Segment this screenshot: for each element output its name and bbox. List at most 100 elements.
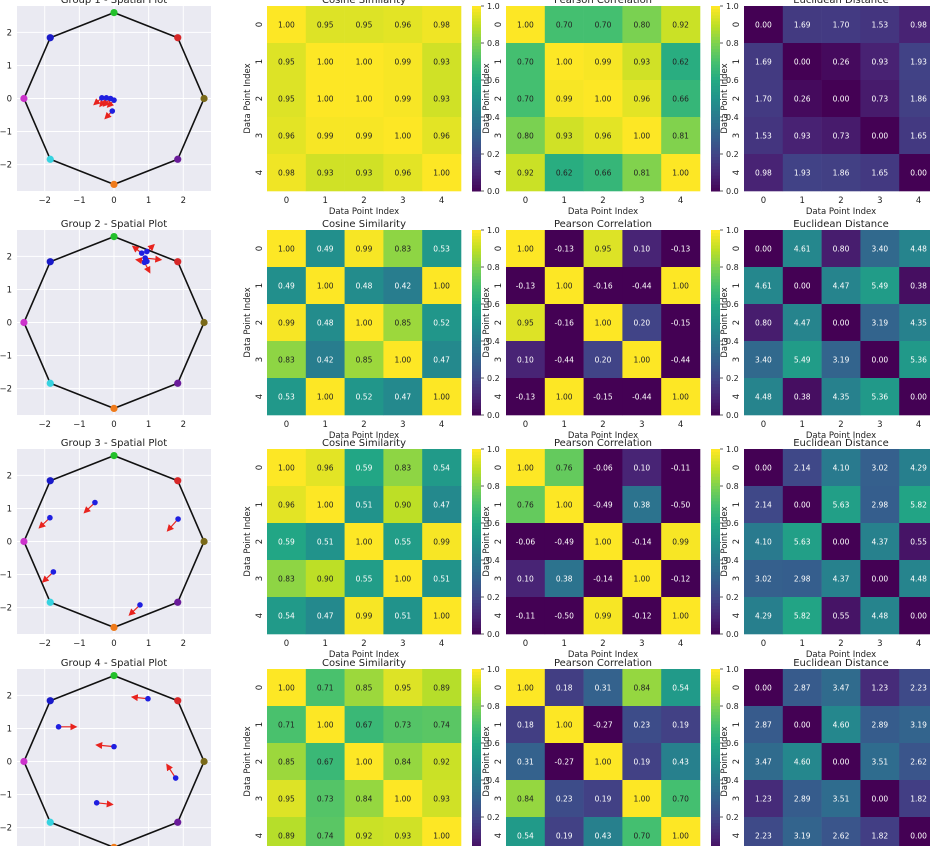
y-tick-label: 2 — [7, 28, 12, 38]
cell-value-label: 2.14 — [794, 464, 811, 473]
heatmap-cell — [506, 449, 546, 487]
colorbar-segment — [472, 390, 481, 394]
y-tick-label: 0 — [494, 465, 504, 470]
colorbar-segment — [472, 823, 481, 827]
colorbar-segment — [711, 6, 720, 10]
colorbar-tick-label: 1.0 — [726, 226, 739, 235]
colorbar-segment — [711, 27, 720, 32]
heatmap-cell — [583, 43, 623, 81]
colorbar-segment — [711, 572, 720, 576]
heatmap-cell — [661, 154, 701, 192]
colorbar-tick-label: 0.2 — [726, 813, 739, 822]
colorbar-segment — [472, 39, 481, 44]
colorbar-tick-label: 1.0 — [726, 665, 739, 674]
heatmap-cell — [344, 378, 384, 416]
colorbar-tick-label: 1.0 — [487, 226, 500, 235]
cell-value-label: 1.00 — [672, 832, 689, 841]
colorbar-segment — [711, 187, 720, 192]
colorbar-segment — [711, 792, 720, 796]
colorbar-segment — [711, 362, 720, 367]
colorbar-segment — [472, 535, 481, 539]
cell-value-label: 0.19 — [672, 721, 689, 730]
cell-value-label: 0.93 — [433, 95, 450, 104]
cell-value-label: 0.00 — [794, 58, 811, 67]
heatmap-cell — [661, 560, 701, 598]
colorbar-segment — [472, 560, 481, 564]
colorbar-segment — [711, 399, 720, 404]
cell-value-label: 0.47 — [433, 356, 450, 365]
colorbar-segment — [472, 126, 481, 130]
cell-value-label: -0.13 — [671, 245, 691, 254]
cell-value-label: 0.93 — [556, 132, 573, 141]
colorbar-tick-label: 1.0 — [487, 665, 500, 674]
colorbar-segment — [472, 706, 481, 710]
cell-value-label: 0.95 — [356, 21, 373, 30]
y-tick-label: 2 — [732, 96, 742, 101]
heatmap-cell — [305, 743, 345, 781]
colorbar-segment — [711, 129, 720, 133]
heatmap-cell — [583, 449, 623, 487]
heatmap-euclidean-distance-group-3: 0.00 2.14 4.10 3.02 4.292.14 0.00 5.63 2.98 5.82… — [720, 438, 930, 660]
colorbar-segment — [472, 135, 481, 140]
cell-value-label: 1.65 — [910, 132, 927, 141]
colorbar-segment — [472, 365, 481, 370]
heatmap-cell — [899, 669, 930, 707]
x-tick-label: 3 — [877, 196, 882, 206]
x-tick-label: −1 — [73, 196, 86, 206]
cell-value-label: 0.00 — [794, 282, 811, 291]
colorbar-segment — [711, 495, 720, 499]
colorbar-segment — [472, 529, 481, 533]
colorbar-segment — [472, 58, 481, 62]
heatmap-cosine-similarity-group-3: 1.00 0.96 0.59 0.83 0.540.96 1.00 0.51 0.90 0.47… — [243, 438, 500, 660]
heatmap-cell — [583, 304, 623, 342]
cell-value-label: 0.99 — [556, 95, 573, 104]
colorbar-segment — [711, 618, 720, 623]
heatmap-cell — [344, 817, 384, 846]
cell-value-label: 0.93 — [633, 58, 650, 67]
colorbar-segment — [711, 820, 720, 824]
heatmap-cell — [383, 669, 423, 707]
colorbar-tick-label: 0.8 — [726, 263, 739, 272]
cell-value-label: 0.47 — [317, 612, 334, 621]
colorbar-segment — [711, 178, 720, 183]
heatmap-cell — [821, 80, 861, 118]
colorbar-segment — [711, 307, 720, 311]
data-point — [109, 108, 116, 114]
colorbar-segment — [472, 270, 481, 274]
y-tick-label: 3 — [255, 357, 265, 362]
y-tick-label: 0 — [255, 685, 265, 690]
heatmap-cell — [344, 304, 384, 342]
cell-value-label: 4.48 — [910, 245, 927, 254]
heatmap-cell — [422, 6, 462, 44]
cell-value-label: 0.55 — [910, 538, 927, 547]
heatmap-cell — [583, 267, 623, 305]
y-axis-label: Data Point Index — [720, 506, 730, 576]
y-tick-label: 0 — [494, 246, 504, 251]
colorbar-segment — [472, 154, 481, 158]
y-tick-label: 0 — [732, 246, 742, 251]
cell-value-label: 0.00 — [755, 21, 772, 30]
heatmap-cell — [383, 304, 423, 342]
cell-value-label: 1.00 — [672, 393, 689, 402]
heatmap-title: Pearson Correlation — [554, 0, 652, 6]
colorbar-segment — [711, 141, 720, 146]
colorbar-segment — [711, 482, 720, 487]
x-axis-label: Data Point Index — [806, 650, 876, 660]
colorbar-segment — [472, 587, 481, 592]
colorbar-tick-label: 0.6 — [487, 519, 500, 528]
x-tick-label: 2 — [838, 196, 843, 206]
colorbar-segment — [711, 39, 720, 44]
x-tick-label: 2 — [181, 420, 186, 430]
colorbar-segment — [711, 260, 720, 265]
spatial-plot-group-1: Group 1 - Spatial Plot −2 −1 0 1 2 −2 −1 0 1 2 — [0, 0, 211, 206]
colorbar-segment — [711, 154, 720, 158]
x-tick-label: 4 — [439, 420, 444, 430]
heatmap-cell — [860, 743, 900, 781]
data-point — [92, 499, 98, 506]
colorbar-tick-label: 0.2 — [487, 813, 500, 822]
colorbar-segment — [711, 236, 720, 240]
heatmap-cell — [305, 486, 345, 524]
colorbar-segment — [472, 117, 481, 121]
heatmap-cell — [744, 486, 784, 524]
